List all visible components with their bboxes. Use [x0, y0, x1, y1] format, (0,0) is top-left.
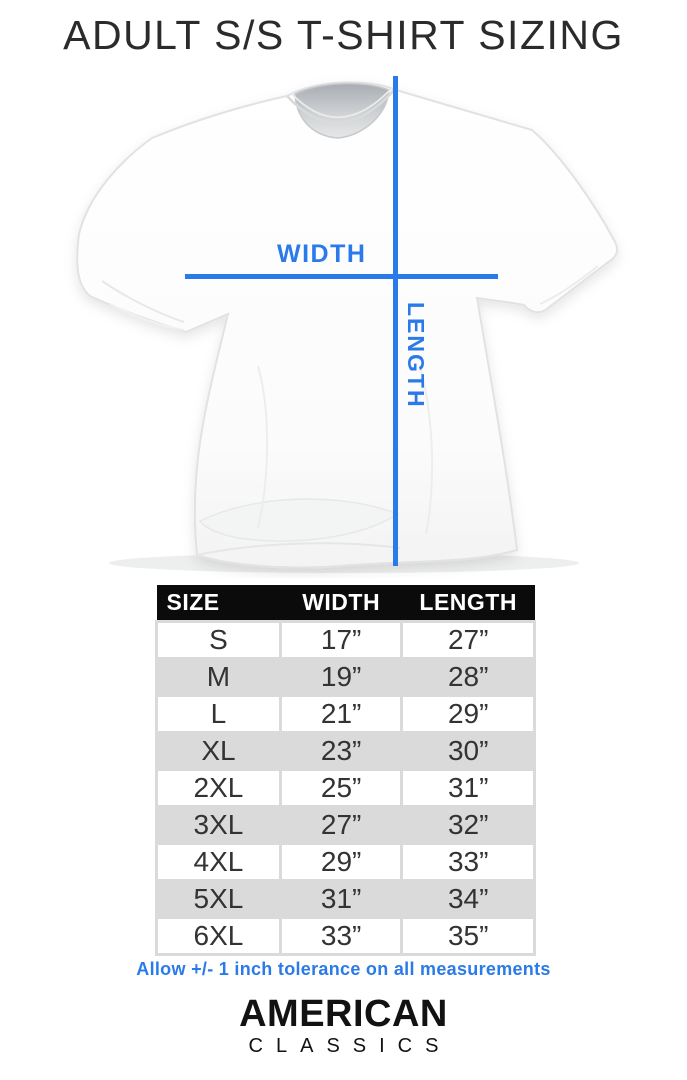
size-table: SIZE WIDTH LENGTH S 17” 27” M 19” 28” L … — [155, 585, 536, 956]
size-cell: M — [155, 657, 282, 697]
size-cell: 2XL — [155, 768, 282, 808]
table-row: S 17” 27” — [155, 620, 536, 660]
width-cell: 33” — [278, 916, 404, 956]
length-cell: 29” — [400, 694, 536, 734]
length-cell: 32” — [400, 805, 536, 845]
tshirt-image — [76, 81, 619, 569]
width-cell: 21” — [278, 694, 404, 734]
size-cell: S — [155, 620, 282, 660]
size-cell: 5XL — [155, 879, 282, 919]
length-measure-label: LENGTH — [403, 302, 429, 409]
length-cell: 28” — [400, 657, 536, 697]
width-cell: 29” — [278, 842, 404, 882]
size-cell: 4XL — [155, 842, 282, 882]
column-header-width: WIDTH — [280, 585, 402, 622]
table-row: 3XL 27” 32” — [155, 805, 536, 845]
width-measure-line — [185, 274, 498, 279]
brand-logo: AMERICAN CLASSICS — [0, 995, 687, 1058]
length-cell: 30” — [400, 731, 536, 771]
width-cell: 23” — [278, 731, 404, 771]
length-cell: 33” — [400, 842, 536, 882]
size-cell: XL — [155, 731, 282, 771]
length-cell: 35” — [400, 916, 536, 956]
table-row: 2XL 25” 31” — [155, 768, 536, 808]
table-row: L 21” 29” — [155, 694, 536, 734]
size-table-header-row: SIZE WIDTH LENGTH — [156, 585, 535, 622]
length-measure-line — [393, 76, 398, 566]
size-cell: 6XL — [155, 916, 282, 956]
width-measure-label: WIDTH — [277, 240, 367, 268]
column-header-size: SIZE — [156, 585, 281, 622]
tshirt-diagram — [76, 76, 619, 573]
tolerance-note: Allow +/- 1 inch tolerance on all measur… — [136, 959, 551, 979]
size-cell: 3XL — [155, 805, 282, 845]
table-row: 6XL 33” 35” — [155, 916, 536, 956]
table-row: M 19” 28” — [155, 657, 536, 697]
width-cell: 31” — [278, 879, 404, 919]
column-header-length: LENGTH — [401, 585, 535, 622]
table-row: 5XL 31” 34” — [155, 879, 536, 919]
brand-subname: CLASSICS — [248, 1035, 452, 1057]
brand-name: AMERICAN — [239, 993, 448, 1035]
width-cell: 17” — [278, 620, 404, 660]
collar-opening — [294, 82, 390, 139]
width-cell: 25” — [278, 768, 404, 808]
table-row: XL 23” 30” — [155, 731, 536, 771]
length-cell: 34” — [400, 879, 536, 919]
page-title: ADULT S/S T-SHIRT SIZING — [63, 12, 624, 58]
table-row: 4XL 29” 33” — [155, 842, 536, 882]
length-cell: 31” — [400, 768, 536, 808]
length-cell: 27” — [400, 620, 536, 660]
width-cell: 19” — [278, 657, 404, 697]
width-cell: 27” — [278, 805, 404, 845]
size-cell: L — [155, 694, 282, 734]
